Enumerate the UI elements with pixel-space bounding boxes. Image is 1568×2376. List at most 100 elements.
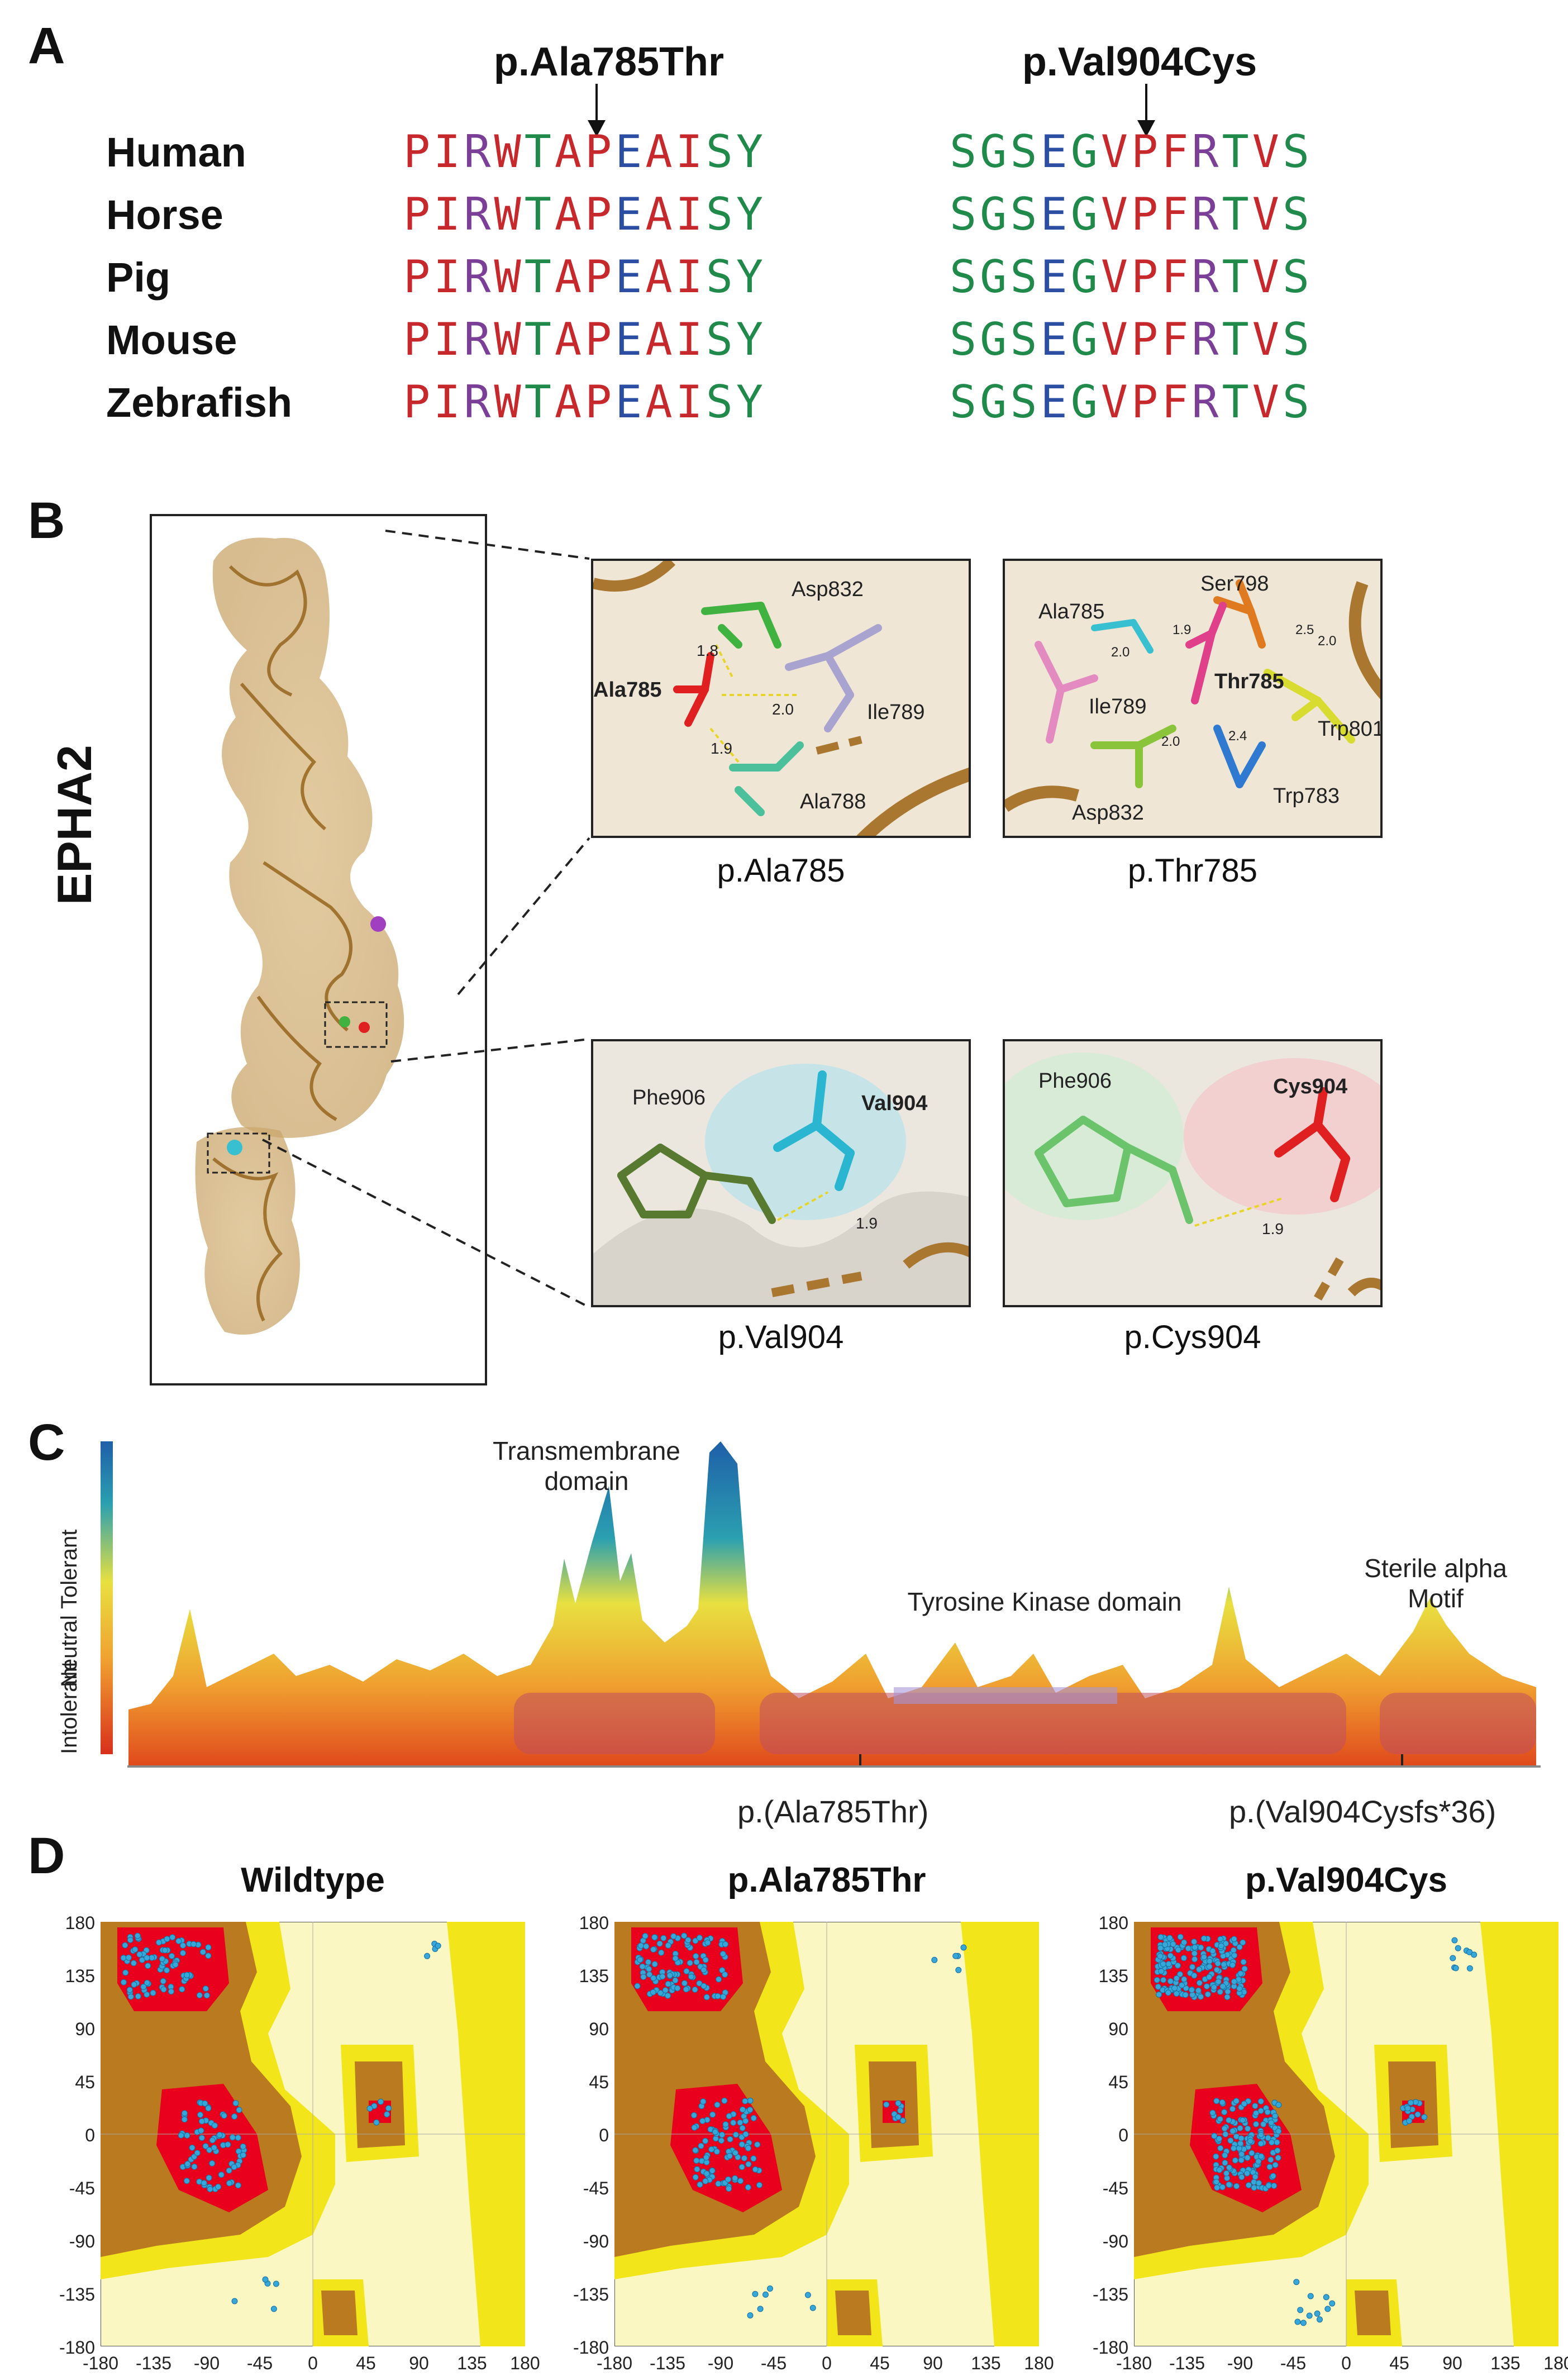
phi-psi-point	[1219, 1983, 1226, 1990]
phi-psi-point	[221, 2112, 227, 2119]
phi-psi-point	[1251, 2179, 1257, 2185]
phi-psi-point	[1173, 1975, 1180, 1982]
val904-structure	[593, 1064, 969, 1305]
rama-ytick: 0	[599, 2125, 609, 2145]
legend-intolerant: Intolerant	[57, 1661, 82, 1754]
phi-psi-point	[1293, 2279, 1300, 2285]
phi-psi-point	[685, 1937, 692, 1944]
rama-ytick: 90	[589, 2019, 609, 2039]
label-transmembrane: Transmembrane domain	[493, 1436, 680, 1496]
rama-xtick: 45	[870, 2353, 890, 2373]
rama-ytick: 0	[1118, 2125, 1128, 2145]
rama-ytick: 90	[75, 2019, 95, 2039]
phi-psi-point	[1236, 1985, 1243, 1992]
phi-psi-point	[1198, 1993, 1204, 2000]
phi-psi-point	[385, 2105, 392, 2112]
phi-psi-point	[750, 2155, 757, 2162]
phi-psi-point	[1213, 2098, 1220, 2104]
rama-xtick: 135	[971, 2353, 1001, 2373]
rama-ytick: -135	[59, 2284, 95, 2304]
phi-psi-point	[665, 1980, 671, 1987]
zoom-connectors	[262, 530, 590, 1308]
label-sam: Sterile alpha Motif	[1364, 1554, 1507, 1613]
phi-psi-point	[1221, 2109, 1228, 2116]
phi-psi-point	[1307, 2293, 1314, 2299]
phi-psi-point	[1297, 2307, 1304, 2313]
phi-psi-point	[721, 2097, 728, 2104]
phi-psi-point	[197, 2112, 203, 2118]
phi-psi-point	[700, 1983, 707, 1989]
phi-psi-point	[1165, 1961, 1172, 1967]
rama-xtick: -45	[760, 2353, 787, 2373]
rama-ytick: 0	[85, 2125, 95, 2145]
zoom-val904: Phe906 Val904 1.9	[591, 1039, 971, 1307]
label-trp783: Trp783	[1273, 784, 1340, 808]
phi-psi-point	[1154, 1977, 1160, 1983]
phi-psi-point	[1155, 1983, 1161, 1990]
phi-psi-point	[681, 1980, 688, 1987]
phi-psi-point	[373, 2119, 380, 2126]
phi-psi-point	[1294, 2318, 1301, 2325]
species-human: Human	[106, 129, 246, 175]
phi-psi-point	[1157, 1934, 1164, 1940]
phi-psi-point	[1253, 2110, 1260, 2117]
tolerance-profile	[128, 1441, 1536, 1765]
phi-psi-point	[732, 2175, 738, 2182]
phi-psi-point	[140, 1983, 147, 1990]
phi-psi-point	[378, 2098, 384, 2105]
panel-c-letter: C	[28, 1414, 65, 1471]
phi-psi-point	[739, 2106, 746, 2113]
phi-psi-point	[199, 1949, 206, 1955]
phi-psi-point	[1317, 2316, 1323, 2323]
phi-psi-point	[172, 1961, 179, 1968]
panel-a-letter: A	[28, 17, 65, 74]
phi-psi-point	[737, 2178, 744, 2184]
phi-psi-point	[700, 2098, 707, 2105]
phi-psi-point	[747, 2107, 754, 2113]
phi-psi-point	[1323, 2294, 1329, 2301]
rama-title-0: Wildtype	[241, 1861, 385, 1899]
phi-psi-point	[1209, 1948, 1216, 1954]
phi-psi-point	[1267, 2156, 1274, 2163]
phi-psi-point	[191, 2163, 198, 2170]
phi-psi-point	[694, 2166, 700, 2173]
caption-val904: p.Val904	[718, 1319, 844, 1355]
phi-psi-point	[1218, 1942, 1224, 1949]
phi-psi-point	[639, 1963, 646, 1970]
phi-psi-point	[145, 1963, 151, 1969]
phi-psi-point	[366, 2105, 373, 2112]
phi-psi-point	[738, 2164, 745, 2170]
phi-psi-point	[1257, 2098, 1264, 2104]
rama-xtick: 0	[822, 2353, 832, 2373]
phi-psi-point	[196, 1992, 203, 1998]
phi-psi-point	[1450, 1955, 1456, 1961]
phi-psi-point	[1229, 2128, 1236, 2134]
phi-psi-point	[1216, 2135, 1222, 2142]
phi-psi-point	[136, 1951, 143, 1958]
phi-psi-point	[1213, 2179, 1220, 2185]
rama-xtick: -180	[82, 2353, 119, 2373]
phi-psi-point	[1306, 2312, 1313, 2319]
phi-psi-point	[1174, 1962, 1181, 1969]
phi-psi-point	[672, 1955, 679, 1961]
phi-psi-point	[657, 1990, 664, 1996]
phi-psi-point	[225, 2141, 231, 2148]
phi-psi-point	[130, 1960, 137, 1966]
phi-psi-point	[687, 1960, 693, 1966]
phi-psi-point	[1217, 2116, 1223, 2122]
rama-xtick: -45	[1280, 2353, 1307, 2373]
phi-psi-point	[693, 1959, 700, 1965]
phi-psi-point	[1231, 2145, 1237, 2151]
phi-psi-point	[179, 1986, 185, 1993]
phi-psi-point	[672, 1977, 679, 1984]
phi-psi-point	[1269, 2139, 1275, 2146]
phi-psi-point	[1257, 2140, 1264, 2147]
phi-psi-point	[1466, 1965, 1473, 1972]
phi-psi-point	[665, 1992, 671, 1999]
phi-psi-point	[198, 2127, 204, 2134]
phi-psi-point	[1179, 1982, 1185, 1988]
phi-psi-point	[696, 1935, 703, 1941]
phi-psi-point	[203, 1992, 210, 1999]
phi-psi-point	[1189, 1964, 1195, 1970]
phi-psi-point	[754, 2141, 761, 2148]
